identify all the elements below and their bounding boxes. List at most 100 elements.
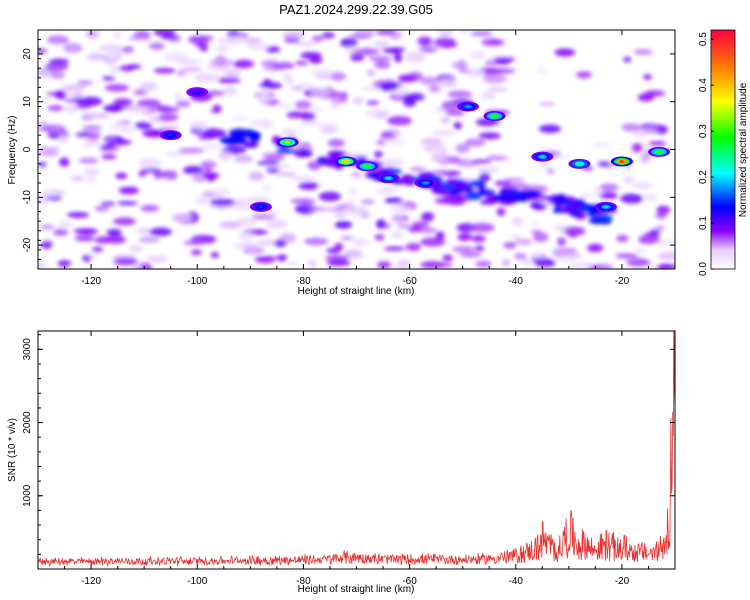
spectrogram-noise-blob [183, 165, 204, 175]
spectrogram-noise-blob [276, 172, 297, 177]
spectrogram-noise-blob [209, 198, 235, 207]
spectrogram-peak-level [539, 155, 546, 158]
spectrogram-noise-blob [420, 137, 443, 145]
spectrogram-noise-blob [38, 262, 48, 268]
spectrogram-noise-blob [153, 170, 163, 180]
spectrogram-noise-blob [397, 74, 417, 83]
spectrogram-noise-blob [447, 90, 473, 98]
spectrogram-noise-blob [274, 239, 287, 248]
spectrogram-noise-blob [458, 30, 471, 34]
spectrogram-noise-blob [94, 205, 110, 212]
spectrogram-noise-blob [631, 143, 643, 153]
spectrogram-xtick-label: -40 [509, 276, 524, 287]
spectrogram-noise-blob [656, 240, 675, 246]
spectrogram-noise-blob [40, 191, 57, 197]
spectrogram-noise-blob [657, 251, 675, 261]
spectrogram-noise-blob [164, 51, 188, 62]
spectrogram-noise-blob [255, 257, 275, 264]
spectrogram-noise-blob [257, 160, 280, 166]
spectrogram-noise-blob [334, 220, 353, 229]
snr-xtick-label: -80 [296, 576, 311, 587]
spectrogram-noise-blob [230, 115, 249, 121]
spectrogram-noise-blob [384, 197, 403, 204]
spectrogram-noise-blob [432, 129, 455, 137]
snr-ytick-label: 2000 [22, 411, 33, 434]
spectrogram-noise-blob [643, 74, 652, 80]
spectrogram-noise-blob [217, 151, 232, 160]
spectrogram-noise-blob [324, 255, 350, 261]
spectrogram-noise-blob [309, 87, 332, 97]
spectrogram-noise-blob [222, 86, 238, 96]
spectrogram-noise-blob [308, 206, 328, 212]
spectrogram-noise-blob [120, 127, 138, 134]
spectrogram-noise-blob [175, 100, 191, 108]
spectrogram-xtick-label: -80 [296, 276, 311, 287]
spectrogram-peak [648, 146, 671, 157]
spectrogram-noise-blob [159, 126, 180, 132]
spectrogram-noise-blob [503, 241, 517, 249]
spectrogram-noise-blob [70, 176, 86, 181]
spectrogram-noise-blob [599, 183, 619, 192]
spectrogram-peak [594, 201, 617, 212]
spectrogram-ridge-blob [477, 189, 492, 195]
colorbar-tick-label: 0.1 [698, 216, 709, 230]
spectrogram-noise-blob [38, 48, 48, 53]
spectrogram-noise-blob [117, 201, 138, 206]
spectrogram-noise-blob [403, 97, 417, 107]
spectrogram-noise-blob [533, 258, 556, 267]
spectrogram-noise-blob [311, 35, 325, 42]
spectrogram-noise-blob [179, 67, 203, 72]
spectrogram-noise-blob [42, 124, 67, 133]
spectrogram-peak-level [284, 141, 291, 144]
spectrogram-noise-blob [104, 84, 130, 92]
spectrogram-noise-blob [471, 159, 492, 164]
spectrogram-ridge-blob [464, 191, 483, 201]
spectrogram-ytick-label: -10 [22, 190, 33, 205]
spectrogram-noise-blob [292, 41, 318, 46]
spectrogram-noise-blob [38, 121, 48, 126]
spectrogram-ridge-blob [564, 203, 582, 211]
spectrogram-noise-blob [375, 30, 397, 36]
spectrogram-noise-blob [538, 124, 562, 134]
spectrogram-noise-blob [479, 172, 491, 182]
spectrogram-noise-blob [393, 52, 403, 63]
spectrogram-noise-blob [563, 226, 586, 236]
spectrogram-noise-blob [112, 31, 122, 39]
spectrogram-noise-blob [171, 212, 193, 223]
spectrogram-noise-blob [597, 161, 612, 167]
spectrogram-ridge-blob [389, 168, 402, 175]
spectrogram-noise-blob [86, 176, 97, 184]
spectrogram-noise-blob [203, 166, 212, 174]
spectrogram-peaks [159, 87, 671, 212]
spectrogram-noise-blob [554, 48, 576, 57]
spectrogram-noise-blob [65, 89, 85, 98]
spectrogram-noise-blob [136, 98, 161, 108]
spectrogram-noise-blob [201, 172, 220, 180]
spectrogram-noise-blob [74, 228, 98, 235]
spectrogram-noise-blob [640, 153, 650, 164]
spectrogram-noise-blob [190, 249, 202, 256]
spectrogram-ridge-blob [246, 131, 261, 139]
spectrogram-noise-blob [102, 76, 116, 81]
spectrogram-ridge-blob [275, 148, 297, 154]
spectrogram-noise-blob [418, 47, 438, 52]
spectrogram-noise-blob [474, 245, 485, 252]
spectrogram-noise-blob [451, 61, 469, 69]
spectrogram-noise-blob [568, 253, 583, 258]
spectrogram-noise-blob [478, 132, 502, 140]
spectrogram-peak-level [619, 160, 625, 163]
spectrogram-noise-blob [360, 199, 375, 204]
snr-xtick-label: -20 [615, 576, 630, 587]
spectrogram-noise-blob [366, 69, 376, 77]
spectrogram-noise-blob [374, 186, 399, 195]
spectrogram-noise-blob [350, 53, 365, 62]
spectrogram-noise-blob [200, 144, 225, 150]
spectrogram-noise-blob [138, 236, 160, 243]
spectrogram-noise-blob [140, 168, 162, 173]
snr-xtick-label: -100 [187, 576, 207, 587]
spectrogram-noise-blob [340, 235, 354, 241]
snr-frame [37, 330, 676, 570]
spectrogram-noise-blob [183, 240, 207, 246]
spectrogram-noise-blob [295, 83, 317, 88]
spectrogram-noise-blob [529, 222, 539, 227]
